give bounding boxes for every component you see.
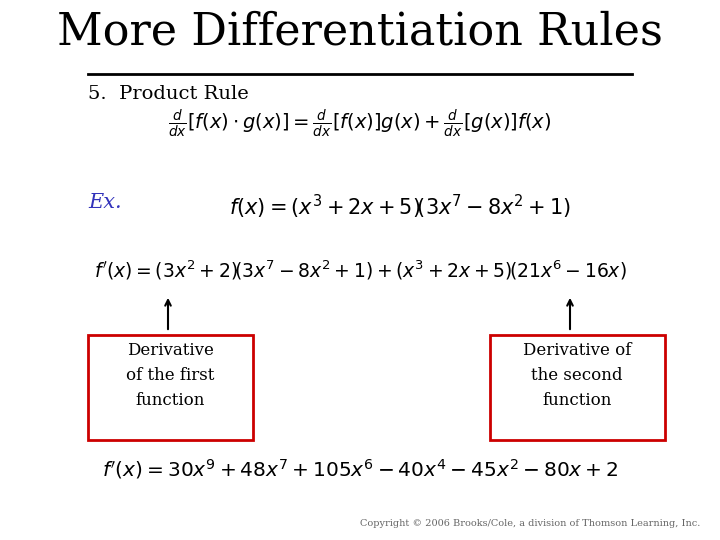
Bar (88, 335, 253, 440)
Text: 5.  Product Rule: 5. Product Rule (88, 85, 248, 103)
Text: Derivative of
the second
function: Derivative of the second function (523, 342, 631, 409)
Text: $f'(x)=30x^9+48x^7+105x^6-40x^4-45x^2-80x+2$: $f'(x)=30x^9+48x^7+105x^6-40x^4-45x^2-80… (102, 457, 618, 481)
Text: $\frac{d}{dx}\left[f(x)\cdot g(x)\right]=\frac{d}{dx}\left[f(x)\right]g(x)+\frac: $\frac{d}{dx}\left[f(x)\cdot g(x)\right]… (168, 108, 552, 140)
Text: Ex.: Ex. (88, 193, 122, 212)
Bar (490, 335, 665, 440)
Text: More Differentiation Rules: More Differentiation Rules (57, 10, 663, 53)
Text: Derivative
of the first
function: Derivative of the first function (126, 342, 214, 409)
Text: $f'(x)=\left(3x^2+2\right)\!\left(3x^7-8x^2+1\right)+\left(x^3+2x+5\right)\!\lef: $f'(x)=\left(3x^2+2\right)\!\left(3x^7-8… (94, 258, 626, 281)
Text: $f(x)=\left(x^3+2x+5\right)\!\left(3x^7-8x^2+1\right)$: $f(x)=\left(x^3+2x+5\right)\!\left(3x^7-… (229, 193, 571, 221)
Text: Copyright © 2006 Brooks/Cole, a division of Thomson Learning, Inc.: Copyright © 2006 Brooks/Cole, a division… (359, 519, 700, 528)
